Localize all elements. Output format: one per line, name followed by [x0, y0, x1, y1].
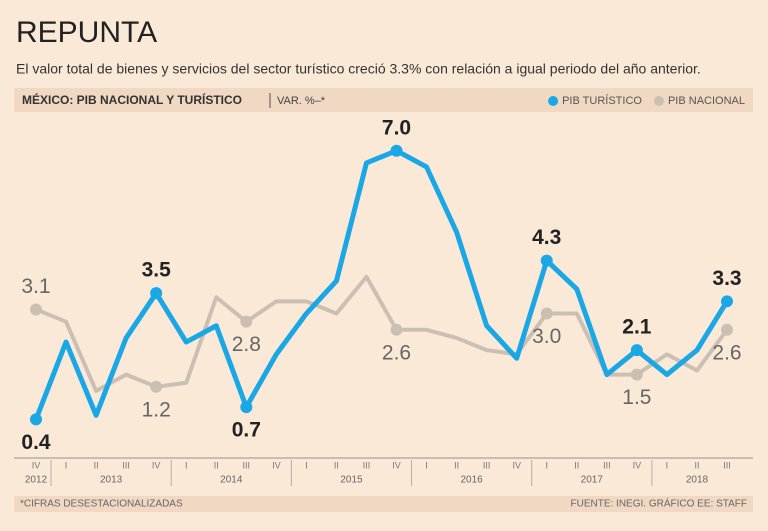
x-year-label: 2015 — [340, 475, 363, 486]
data-label: 2.6 — [382, 341, 411, 364]
x-tick-label: IV — [32, 460, 41, 470]
data-label: 1.5 — [622, 386, 651, 409]
x-year-label: 2017 — [581, 475, 604, 486]
x-tick-label: I — [545, 460, 548, 470]
x-tick-label: III — [483, 460, 491, 470]
x-tick-label: IV — [633, 460, 642, 470]
x-tick-label: III — [603, 460, 611, 470]
chart-subtitle: El valor total de bienes y servicios del… — [16, 61, 701, 77]
point-marker — [150, 287, 163, 300]
x-tick-label: II — [694, 460, 699, 470]
x-tick-label: I — [425, 460, 428, 470]
legend-label: PIB NACIONAL — [668, 95, 745, 107]
x-tick-label: IV — [152, 460, 161, 470]
x-tick-label: II — [454, 460, 459, 470]
x-year-label: 2012 — [25, 475, 48, 486]
data-label: 2.1 — [622, 316, 652, 339]
data-label: 0.7 — [232, 419, 261, 442]
x-tick-label: II — [334, 460, 339, 470]
point-marker — [30, 303, 42, 316]
point-marker — [721, 323, 733, 336]
point-marker — [540, 254, 553, 267]
x-tick-label: IV — [512, 460, 521, 470]
y-axis-label: VAR. %–* — [277, 95, 326, 107]
point-marker — [390, 323, 403, 336]
x-tick-label: II — [214, 460, 219, 470]
x-tick-label: I — [305, 460, 308, 470]
data-label: 2.6 — [712, 341, 741, 364]
point-marker — [390, 144, 403, 157]
point-marker — [721, 295, 733, 308]
point-marker — [30, 413, 42, 426]
x-year-label: 2013 — [100, 475, 123, 486]
data-label: 1.2 — [142, 398, 171, 421]
point-marker — [240, 315, 253, 328]
header-title: MÉXICO: PIB NACIONAL Y TURÍSTICO — [22, 92, 242, 107]
x-tick-label: III — [363, 460, 371, 470]
data-label: 7.0 — [382, 116, 411, 139]
data-label: 3.0 — [532, 325, 561, 348]
x-tick-label: III — [723, 460, 731, 470]
point-marker — [630, 344, 643, 357]
x-tick-label: I — [65, 460, 68, 470]
x-tick-label: III — [122, 460, 130, 470]
x-tick-label: IV — [272, 460, 281, 470]
legend-marker — [653, 96, 664, 106]
x-tick-label: I — [185, 460, 188, 470]
footnote: *CIFRAS DESESTACIONALIZADAS — [20, 499, 183, 510]
x-year-label: 2018 — [686, 475, 709, 486]
chart-title: REPUNTA — [16, 16, 157, 49]
x-year-label: 2014 — [220, 475, 243, 486]
x-tick-label: II — [94, 460, 99, 470]
legend-label: PIB TURÍSTICO — [562, 94, 642, 107]
data-label: 0.4 — [21, 431, 51, 454]
x-tick-label: III — [243, 460, 251, 470]
x-tick-label: IV — [392, 460, 401, 470]
data-label: 2.8 — [232, 333, 261, 356]
x-year-label: 2016 — [461, 475, 484, 486]
data-label: 3.1 — [21, 275, 50, 298]
header-bar — [14, 88, 753, 112]
data-label: 3.3 — [712, 267, 741, 290]
data-label: 4.3 — [532, 226, 561, 249]
x-tick-label: II — [574, 460, 579, 470]
data-label: 3.5 — [142, 259, 172, 282]
legend-marker — [548, 96, 559, 106]
source: FUENTE: INEGI. GRÁFICO EE: STAFF — [571, 497, 748, 510]
point-marker — [540, 307, 553, 320]
point-marker — [150, 380, 163, 393]
series-line — [33, 148, 730, 421]
x-tick-label: I — [666, 460, 669, 470]
point-marker — [630, 368, 643, 381]
footer-bar — [14, 496, 753, 512]
point-marker — [240, 401, 253, 414]
